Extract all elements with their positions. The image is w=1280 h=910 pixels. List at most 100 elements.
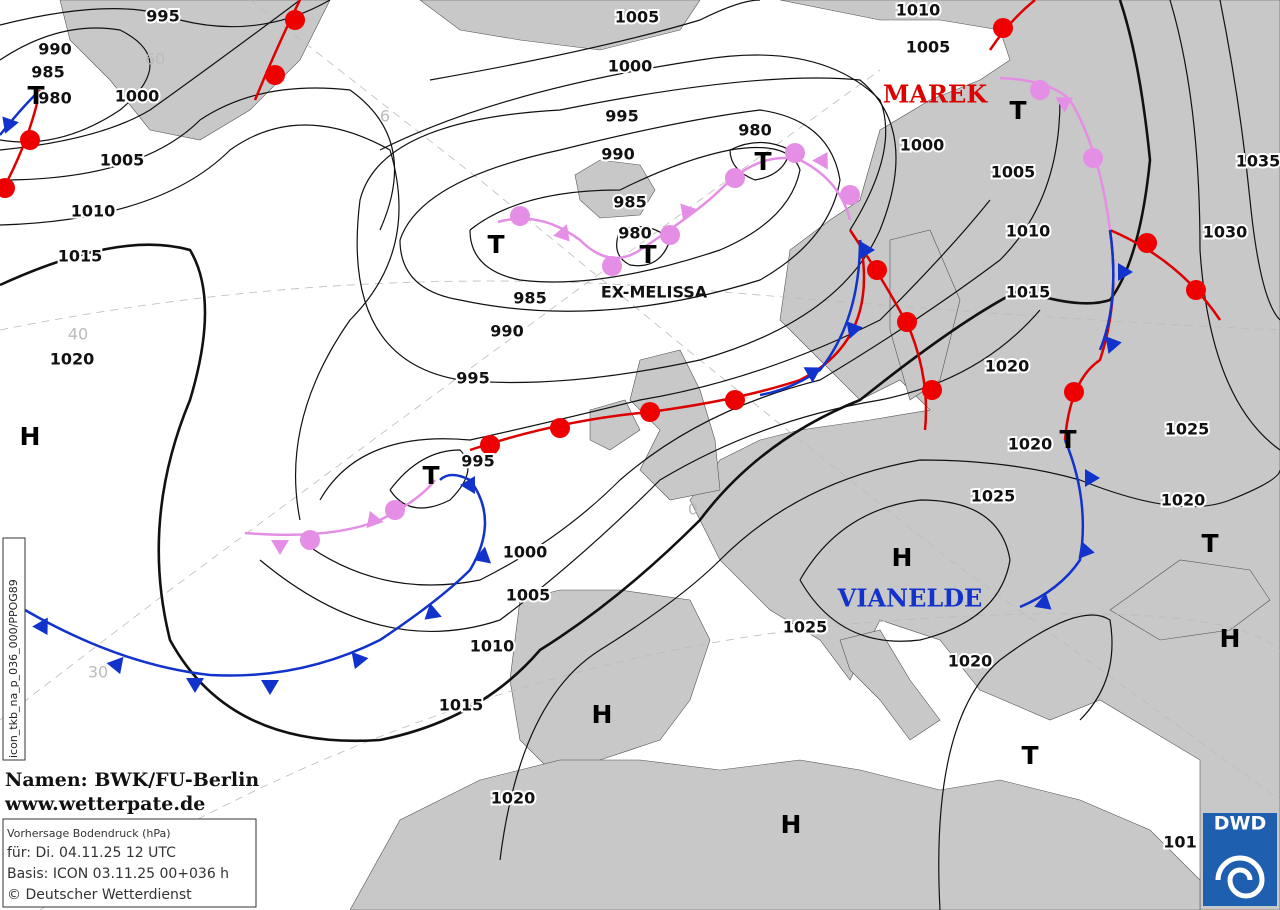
front-barb xyxy=(261,680,279,695)
system-name: VIANELDE xyxy=(837,584,983,613)
front-bump xyxy=(867,260,887,280)
logo-text: DWD xyxy=(1214,813,1267,835)
isobar-label: 101 xyxy=(1163,833,1196,852)
graticule-label: 0 xyxy=(688,500,698,519)
info-line: Basis: ICON 03.11.25 00+036 h xyxy=(7,866,229,882)
front-barb xyxy=(803,367,821,383)
graticule-label: 40 xyxy=(68,325,88,344)
front-bump xyxy=(602,256,622,276)
front-barb xyxy=(106,656,124,675)
front-barb xyxy=(1085,469,1100,487)
front-barb xyxy=(1034,593,1052,610)
pressure-center: H xyxy=(892,543,913,572)
land xyxy=(59,0,1280,910)
front-barb xyxy=(271,540,289,555)
info-line: © Deutscher Wetterdienst xyxy=(7,887,192,903)
pressure-center: T xyxy=(1009,96,1026,125)
system-name: EX-MELISSA xyxy=(601,283,708,302)
front-barb xyxy=(460,476,475,494)
isobar-label: 995 xyxy=(146,7,179,26)
front-barb xyxy=(1118,263,1133,281)
logo-swirl xyxy=(1215,855,1265,899)
front-barb xyxy=(553,224,570,242)
isobar-label: 1005 xyxy=(100,151,145,170)
isobar-label: 1010 xyxy=(896,1,941,20)
front-barb xyxy=(366,510,384,529)
isobar-label: 1020 xyxy=(491,789,536,808)
front-bump xyxy=(993,18,1013,38)
front-bump xyxy=(922,380,942,400)
front-barb xyxy=(424,603,442,620)
info-line: für: Di. 04.11.25 12 UTC xyxy=(7,845,176,861)
front-bump xyxy=(725,168,745,188)
isobar-label: 1020 xyxy=(1161,491,1206,510)
front-barb xyxy=(1055,97,1073,113)
isobar-label: 1000 xyxy=(900,136,945,155)
front-barb xyxy=(812,152,828,170)
pressure-center: T xyxy=(639,240,656,269)
isobar-label: 1015 xyxy=(439,696,484,715)
front-bump xyxy=(510,206,530,226)
isobar-label: 1000 xyxy=(503,543,548,562)
front-barb xyxy=(32,617,48,635)
pressure-center: H xyxy=(592,700,613,729)
isobar-label: 1005 xyxy=(991,163,1036,182)
front-bump xyxy=(640,402,660,422)
pressure-center: T xyxy=(1201,529,1218,558)
front-barb xyxy=(1105,336,1122,354)
isobar-label: 1025 xyxy=(1165,420,1210,439)
pressure-center: T xyxy=(754,147,771,176)
front-bump xyxy=(725,390,745,410)
isobar-label: 1010 xyxy=(470,637,515,656)
isobar-label: 995 xyxy=(456,369,489,388)
isobar-label: 1000 xyxy=(115,87,160,106)
front-bump xyxy=(285,10,305,30)
info-line: Vorhersage Bodendruck (hPa) xyxy=(7,827,171,840)
isobar-label: 980 xyxy=(618,224,651,243)
pressure-center: H xyxy=(781,810,802,839)
front-bump xyxy=(1186,280,1206,300)
isobar-label: 1030 xyxy=(1203,223,1248,242)
isobar-label: 980 xyxy=(738,121,771,140)
isobar-label: 990 xyxy=(490,322,523,341)
isobar-label: 1020 xyxy=(985,357,1030,376)
isobar-label: 1020 xyxy=(948,652,993,671)
front-bump xyxy=(20,130,40,150)
pressure-center: H xyxy=(1220,624,1241,653)
isobar-label: 1035 xyxy=(1236,152,1280,171)
isobar-label: 995 xyxy=(461,452,494,471)
front-bump xyxy=(300,530,320,550)
front-bump xyxy=(385,500,405,520)
front-barb xyxy=(473,546,492,564)
graticule-label: 30 xyxy=(88,663,108,682)
pressure-center: T xyxy=(1059,425,1076,454)
isobar-label: 995 xyxy=(605,107,638,126)
isobar-label: 980 xyxy=(38,89,71,108)
isobar-label: 1020 xyxy=(50,350,95,369)
isobar-label: 990 xyxy=(38,40,71,59)
system-name: MAREK xyxy=(883,80,988,109)
pressure-center: T xyxy=(487,230,504,259)
graticule-label: 60 xyxy=(145,50,165,69)
isobar-label: 1015 xyxy=(1006,283,1051,302)
isobar-label: 1015 xyxy=(58,247,103,266)
isobar-label: 1025 xyxy=(971,487,1016,506)
front-barb xyxy=(351,651,369,670)
front-bump xyxy=(897,312,917,332)
isobar-label: 985 xyxy=(31,63,64,82)
isobar-label: 985 xyxy=(613,193,646,212)
isobar-label: 1010 xyxy=(1006,222,1051,241)
front-bump xyxy=(1064,382,1084,402)
front-barb xyxy=(2,116,19,134)
side-label: icon_tkb_na_p_036_000/PPOG89 xyxy=(7,579,20,758)
isobar-label: 1005 xyxy=(615,8,660,27)
isobar-label: 1005 xyxy=(906,38,951,57)
info-box xyxy=(2,818,257,908)
pressure-center: T xyxy=(27,81,44,110)
front-bump xyxy=(480,435,500,455)
isobar-label: 1005 xyxy=(506,586,551,605)
front-barb xyxy=(860,241,875,259)
